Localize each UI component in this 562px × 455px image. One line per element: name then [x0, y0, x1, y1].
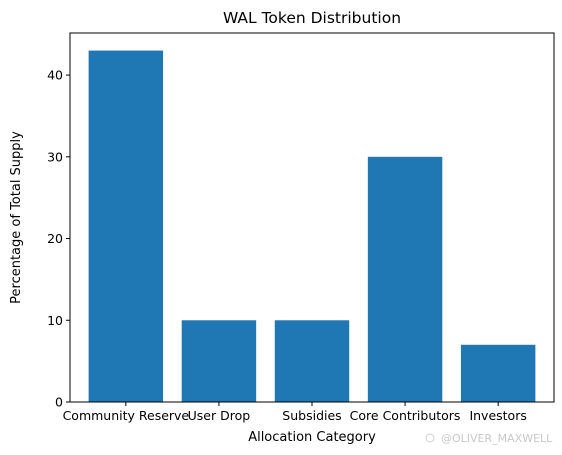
bar [274, 320, 350, 402]
y-tick-label: 20 [47, 231, 63, 246]
y-axis-label: Percentage of Total Supply [9, 131, 24, 304]
bar [460, 344, 536, 402]
watermark-icon [425, 433, 435, 443]
y-tick-label: 10 [47, 313, 63, 328]
x-tick-label: Subsidies [282, 408, 341, 423]
x-tick-label: Core Contributors [350, 408, 461, 423]
bar [367, 156, 443, 402]
y-tick-label: 30 [47, 149, 63, 164]
x-tick-label: Community Reserve [63, 408, 190, 423]
watermark: @OLIVER_MAXWELL [425, 432, 553, 445]
x-axis-label: Allocation Category [248, 430, 376, 445]
y-tick-label: 0 [55, 395, 63, 410]
y-tick-label: 40 [47, 68, 63, 83]
x-tick-label: Investors [469, 408, 526, 423]
chart-title: WAL Token Distribution [223, 9, 401, 27]
bar [88, 50, 164, 402]
y-axis-ticks: 0 10 20 30 40 [47, 68, 70, 410]
bars [88, 50, 536, 402]
watermark-text: @OLIVER_MAXWELL [441, 432, 553, 445]
bar [181, 320, 257, 402]
x-tick-label: User Drop [188, 408, 251, 423]
